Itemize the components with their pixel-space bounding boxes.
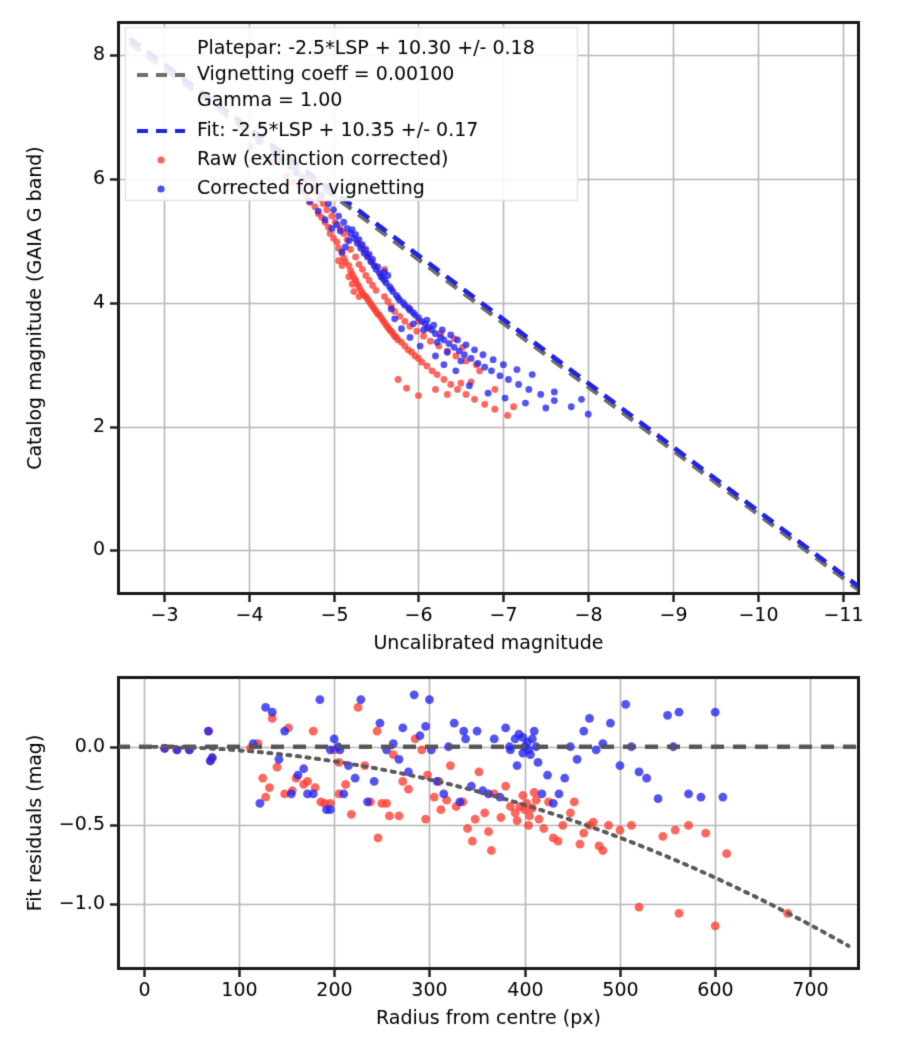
photometry-calibration-figure: Catalog magnitude (GAIA G band) Uncalibr… <box>0 0 900 1050</box>
plot-canvas <box>0 0 900 1050</box>
